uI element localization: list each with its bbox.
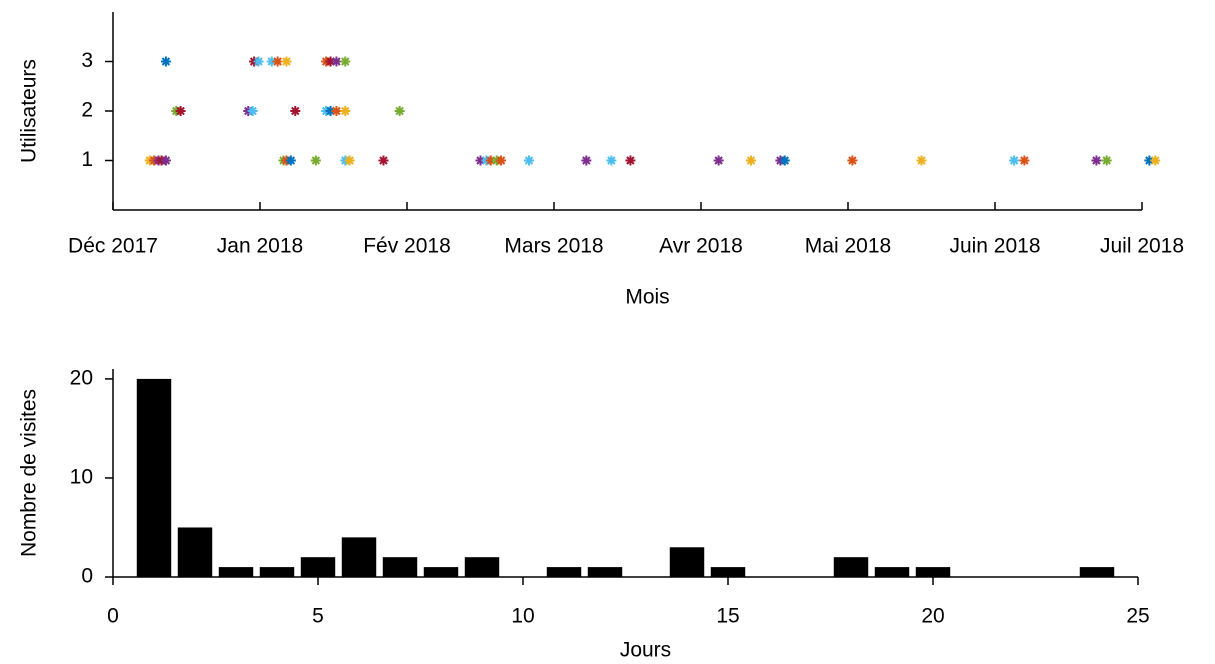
bar bbox=[177, 527, 213, 577]
bar bbox=[259, 567, 295, 577]
point bbox=[160, 56, 171, 67]
bar bbox=[587, 567, 623, 577]
bar bbox=[874, 567, 910, 577]
point bbox=[394, 106, 405, 116]
bar bbox=[546, 567, 582, 577]
point bbox=[340, 56, 351, 67]
x-tick-label: Déc 2017 bbox=[68, 235, 158, 258]
point bbox=[310, 155, 321, 166]
x-tick-label: Jan 2018 bbox=[217, 235, 303, 258]
bar bbox=[1079, 567, 1115, 577]
x-tick-label: 5 bbox=[312, 605, 324, 628]
point bbox=[485, 155, 496, 166]
x-axis-label: Jours bbox=[620, 639, 671, 662]
bar bbox=[382, 557, 418, 577]
bar bbox=[464, 557, 500, 577]
point bbox=[266, 56, 277, 67]
bar bbox=[423, 567, 459, 577]
bar bbox=[136, 378, 172, 577]
point bbox=[285, 155, 296, 166]
point bbox=[247, 106, 258, 116]
x-tick-label: Fév 2018 bbox=[363, 235, 451, 258]
point bbox=[175, 106, 186, 116]
x-tick-label: 10 bbox=[511, 605, 534, 628]
x-tick-label: Juin 2018 bbox=[949, 235, 1040, 258]
point bbox=[1019, 155, 1030, 166]
bar bbox=[341, 537, 377, 577]
bar bbox=[669, 547, 705, 577]
y-tick-label: 10 bbox=[70, 465, 93, 488]
point bbox=[160, 155, 171, 166]
point bbox=[496, 155, 507, 166]
bar bbox=[218, 567, 254, 577]
y-tick-label: 2 bbox=[81, 99, 93, 122]
point bbox=[378, 155, 389, 166]
bar bbox=[833, 557, 869, 577]
y-tick-label: 3 bbox=[81, 49, 93, 72]
bar bbox=[710, 567, 746, 577]
y-tick-label: 1 bbox=[81, 148, 93, 171]
x-tick-label: 20 bbox=[921, 605, 944, 628]
x-tick-label: Avr 2018 bbox=[659, 235, 743, 258]
x-axis-label: Mois bbox=[625, 286, 669, 309]
point bbox=[1091, 155, 1102, 166]
x-tick-label: 15 bbox=[716, 605, 739, 628]
x-tick-label: 0 bbox=[107, 605, 119, 628]
bar bbox=[300, 557, 336, 577]
point bbox=[745, 155, 756, 166]
x-tick-label: Juil 2018 bbox=[1100, 235, 1184, 258]
point bbox=[272, 56, 283, 67]
point bbox=[1144, 155, 1155, 166]
point bbox=[290, 106, 301, 116]
y-tick-label: 20 bbox=[70, 366, 93, 389]
point bbox=[779, 155, 790, 166]
point bbox=[1150, 155, 1161, 166]
point bbox=[1101, 155, 1112, 166]
point bbox=[344, 155, 355, 166]
point bbox=[847, 155, 858, 166]
point bbox=[331, 106, 342, 116]
point bbox=[325, 56, 336, 67]
point bbox=[253, 56, 264, 67]
y-axis-label: Nombre de visites bbox=[18, 389, 41, 557]
point bbox=[625, 155, 636, 166]
point bbox=[340, 106, 351, 116]
point bbox=[581, 155, 592, 166]
point bbox=[331, 56, 342, 67]
point bbox=[325, 106, 336, 116]
point bbox=[281, 56, 292, 67]
bar bbox=[915, 567, 951, 577]
y-tick-label: 0 bbox=[81, 565, 93, 588]
y-axis-label: Utilisateurs bbox=[18, 59, 41, 163]
point bbox=[1009, 155, 1020, 166]
x-tick-label: Mai 2018 bbox=[805, 235, 891, 258]
point bbox=[916, 155, 927, 166]
point bbox=[475, 155, 486, 166]
point bbox=[713, 155, 724, 166]
point bbox=[524, 155, 535, 166]
point bbox=[606, 155, 617, 166]
x-tick-label: 25 bbox=[1126, 605, 1149, 628]
x-tick-label: Mars 2018 bbox=[504, 235, 603, 258]
